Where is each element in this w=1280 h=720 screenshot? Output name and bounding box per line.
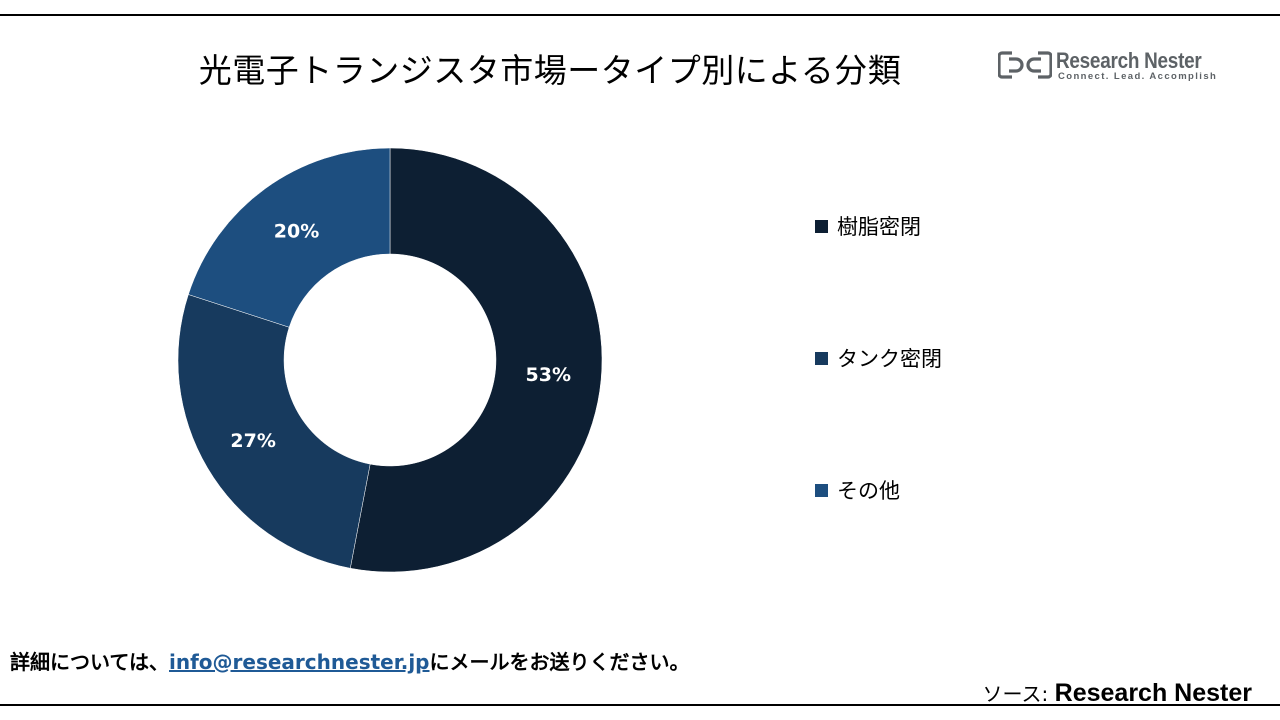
contact-email-link[interactable]: info@researchnester.jp [169, 650, 430, 674]
logo-tagline: Connect. Lead. Accomplish [1058, 71, 1218, 82]
donut-chart: 53% 27% 20% [177, 147, 603, 573]
source-credit: ソース: Research Nester [983, 678, 1252, 708]
donut-slice-labels: 53% 27% 20% [230, 220, 571, 452]
legend-swatch-other [815, 484, 828, 497]
legend-swatch-resin-sealed [815, 220, 828, 233]
donut-slice-tank-sealed [177, 294, 371, 569]
top-rule [0, 14, 1280, 16]
footer-note-prefix: 詳細については、 [10, 650, 169, 674]
footer-contact-note: 詳細については、info@researchnester.jpにメールをお送りくだ… [10, 646, 690, 675]
donut-slices [177, 147, 603, 573]
logo-mark-icon [998, 51, 1052, 79]
legend-swatch-tank-sealed [815, 352, 828, 365]
logo-name: Research Nester [1056, 48, 1202, 73]
donut-slice-other [188, 147, 391, 328]
bottom-rule [0, 704, 1280, 706]
legend-label-resin-sealed: 樹脂密閉 [837, 215, 921, 239]
source-prefix: ソース: [982, 682, 1055, 706]
legend-label-tank-sealed: タンク密閉 [837, 347, 942, 371]
legend-label-other: その他 [837, 479, 900, 503]
footer-note-suffix: にメールをお送りください。 [429, 650, 690, 674]
slice-label-other: 20% [274, 220, 319, 242]
donut-slice-resin-sealed [349, 147, 603, 573]
chart-title: 光電子トランジスタ市場ータイプ別による分類 [198, 51, 902, 90]
research-nester-logo: Research Nester Connect. Lead. Accomplis… [998, 48, 1228, 84]
source-name: Research Nester [1054, 679, 1252, 707]
slice-label-tank-sealed: 27% [230, 430, 275, 452]
slice-label-resin-sealed: 53% [526, 364, 571, 386]
